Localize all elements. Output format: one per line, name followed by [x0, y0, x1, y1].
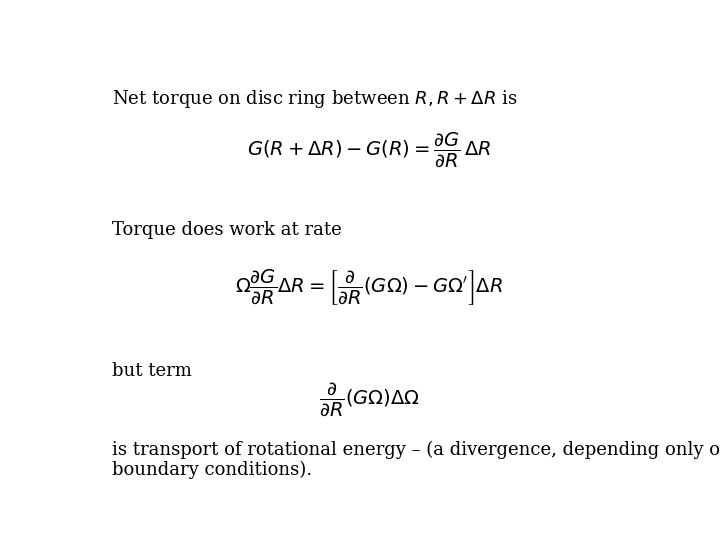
Text: $G(R + \Delta R) - G(R) = \dfrac{\partial G}{\partial R}\,\Delta R$: $G(R + \Delta R) - G(R) = \dfrac{\partia… [247, 131, 491, 169]
Text: is transport of rotational energy – (a divergence, depending only on: is transport of rotational energy – (a d… [112, 441, 720, 460]
Text: boundary conditions).: boundary conditions). [112, 461, 312, 479]
Text: but term: but term [112, 362, 192, 380]
Text: $\dfrac{\partial}{\partial R}(G\Omega)\Delta\Omega$: $\dfrac{\partial}{\partial R}(G\Omega)\D… [319, 381, 419, 418]
Text: $\Omega \dfrac{\partial G}{\partial R}\Delta R = \left[ \dfrac{\partial}{\partia: $\Omega \dfrac{\partial G}{\partial R}\D… [235, 267, 503, 307]
Text: Net torque on disc ring between $R, R + \Delta R$ is: Net torque on disc ring between $R, R + … [112, 87, 518, 110]
Text: Torque does work at rate: Torque does work at rate [112, 221, 342, 239]
